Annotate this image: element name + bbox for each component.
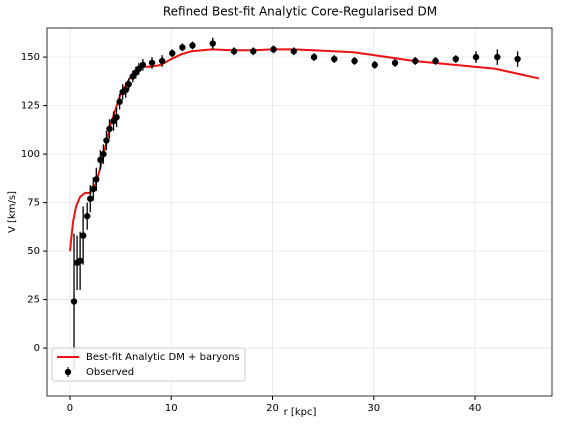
data-point: [179, 44, 186, 51]
data-point: [169, 50, 176, 57]
y-tick-label: 0: [34, 343, 40, 354]
data-point: [79, 232, 87, 239]
data-point: [97, 156, 104, 164]
chart-title: Refined Best-fit Analytic Core-Regularis…: [163, 5, 437, 19]
data-point: [230, 48, 238, 55]
data-point: [310, 53, 318, 61]
legend-box: [51, 347, 246, 382]
data-point: [290, 48, 297, 55]
data-point: [139, 61, 147, 69]
data-point: [84, 212, 91, 220]
data-point: [158, 57, 166, 65]
x-tick-label: 0: [67, 403, 73, 414]
data-point: [189, 42, 196, 49]
data-point: [331, 55, 338, 63]
x-tick-label: 30: [367, 403, 380, 414]
y-axis-label: V [km/s]: [7, 191, 18, 233]
data-point: [135, 65, 143, 72]
fit-line: [68, 48, 540, 252]
data-point: [87, 195, 94, 202]
y-tick-label: 25: [27, 295, 40, 306]
x-tick-label: 40: [469, 403, 482, 414]
legend-swatch: [64, 368, 72, 376]
data-point: [452, 55, 459, 63]
data-point: [70, 298, 78, 305]
data-point: [93, 176, 100, 183]
data-point: [100, 150, 107, 158]
y-tick-label: 50: [27, 246, 40, 257]
data-point: [494, 53, 501, 61]
data-point: [351, 57, 358, 65]
y-tick-label: 150: [21, 52, 40, 63]
plot-frame: [46, 27, 553, 397]
legend-label: Observed: [86, 367, 134, 378]
data-point: [412, 57, 419, 65]
data-point: [432, 57, 439, 65]
data-point: [122, 86, 129, 94]
data-point: [391, 59, 399, 67]
data-point: [209, 40, 216, 47]
x-tick-label: 20: [266, 403, 279, 414]
data-point: [472, 53, 480, 61]
data-point: [76, 257, 84, 264]
data-point: [514, 55, 521, 63]
legend-label: Best-fit Analytic DM + baryons: [86, 352, 240, 363]
data-point: [106, 125, 113, 133]
data-point: [148, 59, 156, 67]
data-point: [103, 137, 110, 144]
data-point: [125, 81, 132, 88]
y-tick-label: 125: [21, 101, 40, 112]
y-tick-label: 100: [21, 149, 40, 160]
data-point: [90, 185, 97, 193]
data-point: [113, 114, 120, 121]
x-axis-label: r [kpc]: [284, 407, 317, 418]
data-point: [270, 46, 277, 53]
data-point: [371, 61, 378, 69]
data-point: [116, 98, 123, 105]
x-tick-label: 10: [165, 403, 178, 414]
y-tick-label: 75: [27, 198, 40, 209]
data-point: [250, 48, 257, 55]
